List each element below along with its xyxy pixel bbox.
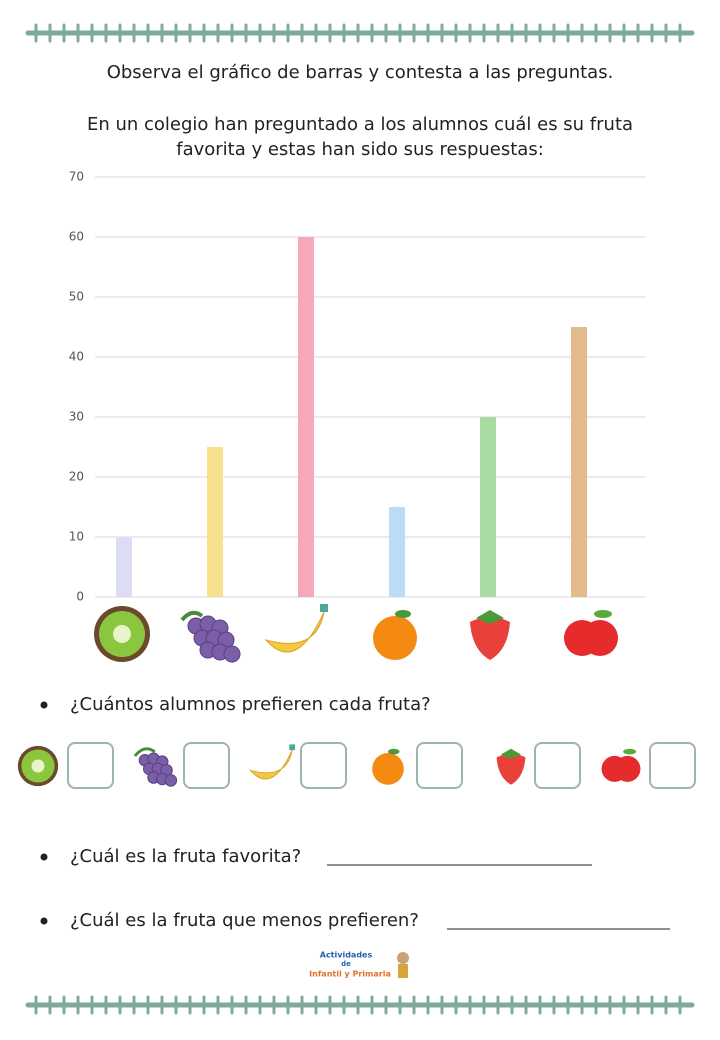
fruit-icon: [223, 645, 241, 663]
fruit-icon: [372, 753, 404, 785]
answer-box: [183, 742, 230, 789]
question: ¿Cuál es la fruta favorita?: [70, 846, 301, 867]
fruit-icon: [164, 774, 178, 787]
answer-box: [300, 742, 347, 789]
logo-figure: [398, 964, 408, 978]
y-tick-label: 0: [76, 590, 84, 604]
fruit-icon: [180, 610, 204, 622]
fruit-icon: [133, 747, 156, 757]
fruit-icon: [320, 604, 328, 612]
fruit-icon: [470, 617, 510, 660]
bar: [298, 237, 314, 597]
logo: Actividades de Infantil y Primaria: [309, 951, 409, 979]
instruction: Observa el gráfico de barras y contesta …: [107, 62, 614, 83]
fruit-icon: [395, 610, 411, 618]
decorative-borders: [25, 23, 695, 1015]
fruit-icon: [388, 748, 400, 755]
y-tick-label: 60: [69, 230, 84, 244]
bar: [207, 447, 223, 597]
bullet: [40, 853, 48, 861]
answer-box: [534, 742, 581, 789]
fruit-icon: [496, 753, 526, 785]
fruit-icon: [594, 610, 612, 618]
fruit-icon: [476, 610, 504, 624]
question: ¿Cuántos alumnos prefieren cada fruta?: [70, 694, 431, 715]
fruit-icon: [500, 748, 522, 759]
y-tick-label: 70: [69, 170, 84, 184]
fruit-icon: [373, 616, 417, 660]
y-tick-label: 30: [69, 410, 84, 424]
bar: [116, 537, 132, 597]
logo-text: Actividades: [320, 951, 373, 960]
bar: [480, 417, 496, 597]
answer-box: [649, 742, 696, 789]
fruit-icon: [264, 611, 325, 653]
bar: [571, 327, 587, 597]
fruit-icon: [248, 749, 293, 780]
logo-text: de: [341, 960, 351, 968]
fruit-icon: [582, 620, 618, 656]
intro-line: favorita y estas han sido sus respuestas…: [176, 139, 544, 160]
bullet: [40, 701, 48, 709]
logo-figure: [397, 952, 409, 964]
answer-box: [67, 742, 114, 789]
y-tick-label: 10: [69, 530, 84, 544]
bar-chart: 0 10 20 30 40 50 60 70: [69, 170, 645, 604]
y-tick-label: 20: [69, 470, 84, 484]
intro-line: En un colegio han preguntado a los alumn…: [87, 114, 633, 135]
answer-row: [17, 742, 696, 789]
logo-text: Infantil y Primaria: [309, 970, 391, 979]
y-tick-label: 40: [69, 350, 84, 364]
fruit-icon: [113, 625, 131, 643]
y-tick-label: 50: [69, 290, 84, 304]
fruit-icon: [289, 744, 296, 751]
question: ¿Cuál es la fruta que menos prefieren?: [70, 910, 419, 931]
fruit-icon: [623, 748, 637, 755]
fruit-icons: [94, 604, 618, 663]
answer-box: [416, 742, 463, 789]
bullet: [40, 917, 48, 925]
bar: [389, 507, 405, 597]
fruit-icon: [614, 755, 641, 782]
fruit-icon: [31, 759, 45, 773]
